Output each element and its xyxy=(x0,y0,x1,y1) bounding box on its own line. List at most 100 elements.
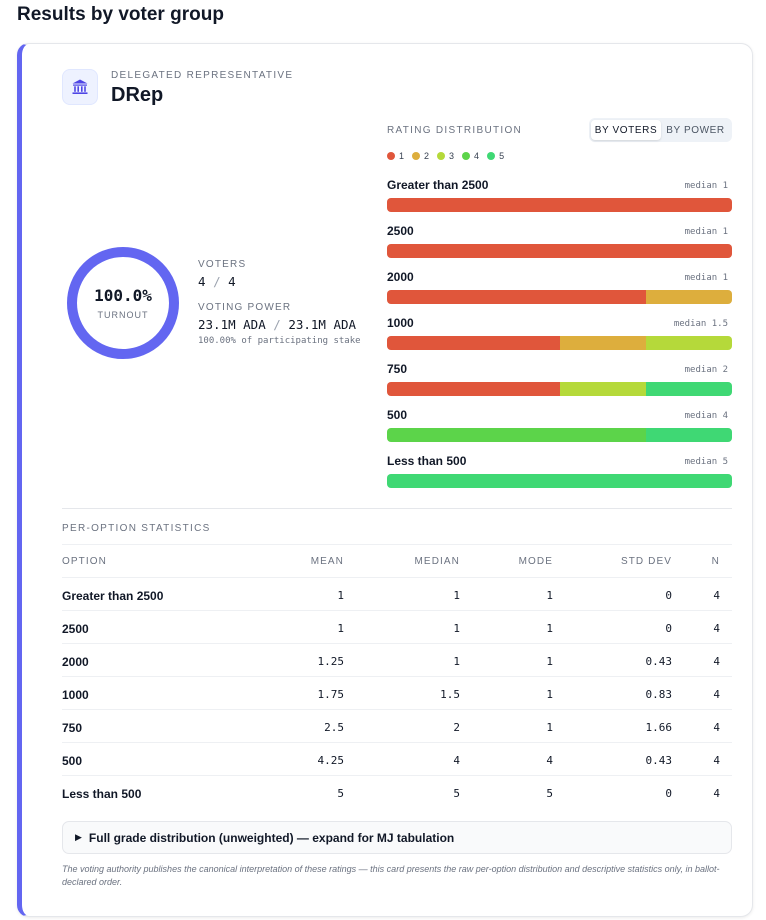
option-median: median 2 xyxy=(684,365,728,375)
cell-option: Less than 500 xyxy=(62,787,142,801)
rating-legend: 1 2 3 4 5 xyxy=(387,151,504,161)
cell-option: Greater than 2500 xyxy=(62,589,164,603)
cell-n: 4 xyxy=(713,655,720,668)
table-row-divider xyxy=(62,775,732,776)
turnout-value: 100.0% xyxy=(94,286,152,305)
cell-option: 500 xyxy=(62,754,83,768)
bank-icon xyxy=(62,69,98,105)
cell-std-dev: 0 xyxy=(665,622,672,635)
legend-item: 1 xyxy=(387,151,404,161)
legend-item: 3 xyxy=(437,151,454,161)
cell-mean: 5 xyxy=(337,787,344,800)
legend-swatch xyxy=(487,152,496,160)
rating-1-segment xyxy=(387,382,560,396)
stats-title: PER-OPTION STATISTICS xyxy=(62,523,211,534)
option-bar xyxy=(387,428,732,442)
cell-mode: 4 xyxy=(546,754,553,767)
option-label: 2500 xyxy=(387,224,414,238)
cell-mean: 1 xyxy=(337,589,344,602)
rating-3-segment xyxy=(645,336,732,350)
option-bar xyxy=(387,244,732,258)
by-power-button[interactable]: BY POWER xyxy=(666,124,725,136)
section-divider xyxy=(62,508,732,509)
cell-option: 750 xyxy=(62,721,83,735)
col-header-median: MEDIAN xyxy=(414,556,460,567)
cell-mean: 4.25 xyxy=(317,754,345,767)
distribution-toggle: BY VOTERS BY POWER xyxy=(589,118,732,142)
cell-mode: 5 xyxy=(546,787,553,800)
table-row-divider xyxy=(62,742,732,743)
cell-median: 1.5 xyxy=(440,688,460,701)
cell-mean: 2.5 xyxy=(324,721,344,734)
page-title: Results by voter group xyxy=(17,4,224,25)
option-bar xyxy=(387,336,732,350)
option-bar xyxy=(387,198,732,212)
legend-swatch xyxy=(412,152,421,160)
cell-mode: 1 xyxy=(546,688,553,701)
cell-std-dev: 0.83 xyxy=(645,688,673,701)
table-row-divider xyxy=(62,709,732,710)
cell-mean: 1.25 xyxy=(317,655,345,668)
group-eyebrow: DELEGATED REPRESENTATIVE xyxy=(111,70,294,81)
group-name: DRep xyxy=(111,84,164,106)
option-label: Greater than 2500 xyxy=(387,178,489,192)
expand-arrow-icon: ▶ xyxy=(75,832,82,842)
table-divider xyxy=(62,544,732,545)
cell-std-dev: 0.43 xyxy=(645,754,673,767)
voting-power-note: 100.00% of participating stake xyxy=(198,336,361,346)
turnout-label: TURNOUT xyxy=(97,310,149,320)
cell-median: 1 xyxy=(453,655,460,668)
table-row-divider xyxy=(62,676,732,677)
cell-median: 2 xyxy=(453,721,460,734)
table-row-divider xyxy=(62,610,732,611)
legend-swatch xyxy=(387,152,395,160)
voter-group-card: DELEGATED REPRESENTATIVE DRep 100.0% TUR… xyxy=(17,43,753,917)
rating-1-segment xyxy=(387,198,732,212)
cell-std-dev: 1.66 xyxy=(645,721,673,734)
rating-5-segment xyxy=(645,428,732,442)
turnout-ring: 100.0% TURNOUT xyxy=(64,244,182,362)
legend-swatch xyxy=(437,152,446,160)
voters-value: 4 / 4 xyxy=(198,274,236,289)
option-median: median 5 xyxy=(684,457,728,467)
col-header-option: OPTION xyxy=(62,556,107,567)
cell-n: 4 xyxy=(713,622,720,635)
rating-3-segment xyxy=(559,382,646,396)
option-label: 2000 xyxy=(387,270,414,284)
rating-1-segment xyxy=(387,244,732,258)
cell-median: 5 xyxy=(453,787,460,800)
cell-median: 1 xyxy=(453,622,460,635)
legend-swatch xyxy=(462,152,471,160)
option-median: median 1 xyxy=(684,227,728,237)
voting-power-value: 23.1M ADA / 23.1M ADA xyxy=(198,317,357,332)
col-header-mode: MODE xyxy=(518,556,553,567)
legend-item: 2 xyxy=(412,151,429,161)
cell-mode: 1 xyxy=(546,622,553,635)
legend-item: 4 xyxy=(462,151,479,161)
option-bar xyxy=(387,382,732,396)
cell-n: 4 xyxy=(713,688,720,701)
by-voters-button[interactable]: BY VOTERS xyxy=(591,120,661,140)
cell-mean: 1.75 xyxy=(317,688,345,701)
cell-option: 1000 xyxy=(62,688,89,702)
cell-option: 2000 xyxy=(62,655,89,669)
cell-n: 4 xyxy=(713,589,720,602)
option-label: 750 xyxy=(387,362,408,376)
turnout-ring-progress xyxy=(67,247,179,359)
rating-2-segment xyxy=(559,336,646,350)
rating-4-segment xyxy=(387,428,646,442)
legend-item: 5 xyxy=(487,151,504,161)
option-bar xyxy=(387,474,732,488)
cell-std-dev: 0 xyxy=(665,787,672,800)
cell-std-dev: 0.43 xyxy=(645,655,673,668)
option-median: median 1 xyxy=(684,273,728,283)
cell-std-dev: 0 xyxy=(665,589,672,602)
rating-2-segment xyxy=(645,290,732,304)
footnote: The voting authority publishes the canon… xyxy=(62,864,720,887)
cell-n: 4 xyxy=(713,787,720,800)
voting-power-label: VOTING POWER xyxy=(198,302,292,313)
mj-tabulation-toggle[interactable]: ▶ Full grade distribution (unweighted) —… xyxy=(62,821,732,854)
distribution-title: RATING DISTRIBUTION xyxy=(387,125,523,136)
cell-mean: 1 xyxy=(337,622,344,635)
col-header-n: N xyxy=(711,556,720,567)
